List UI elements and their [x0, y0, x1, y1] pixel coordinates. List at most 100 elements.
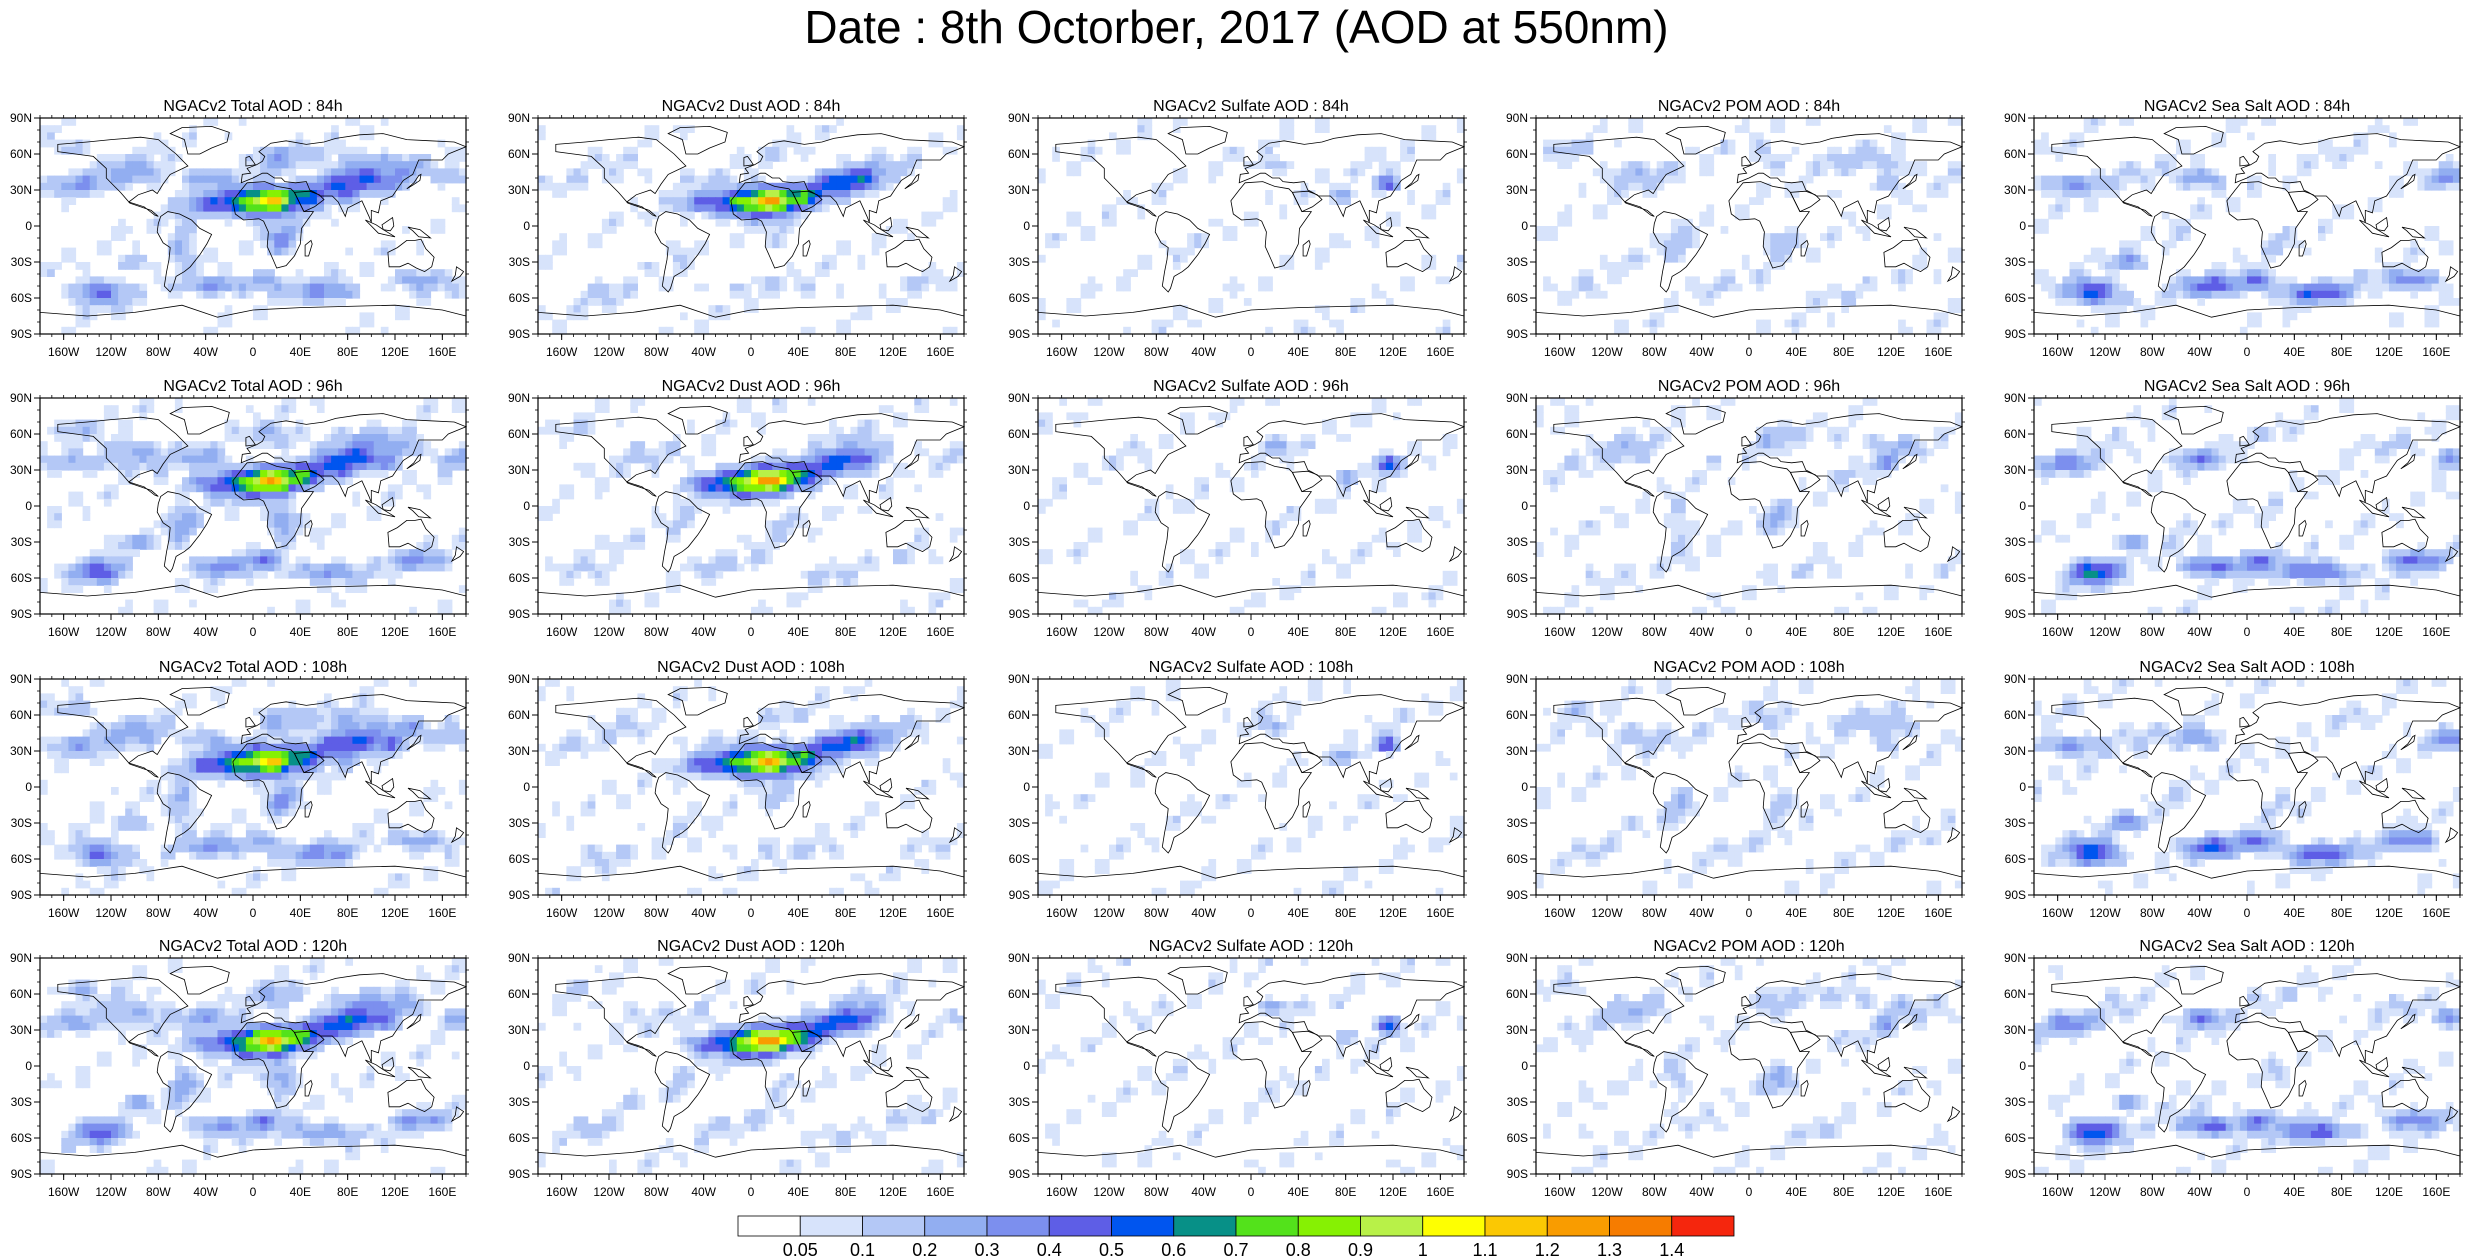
aod-cell: [245, 563, 254, 572]
aod-cell: [118, 276, 126, 285]
aod-cell: [772, 405, 780, 413]
aod-cell: [1393, 161, 1401, 169]
aod-cell: [878, 455, 887, 464]
aod-cell: [2154, 168, 2163, 177]
aod-cell: [132, 146, 140, 155]
aod-cell: [2410, 247, 2418, 256]
aod-field: [40, 118, 467, 335]
aod-cell: [2239, 254, 2248, 263]
aod-cell: [573, 419, 582, 428]
aod-cell: [1685, 226, 1693, 234]
aod-cell: [359, 578, 368, 586]
aod-cell: [672, 204, 681, 213]
aod-cell: [1841, 290, 1849, 299]
aod-cell: [772, 477, 780, 485]
coastline-nz: [450, 546, 465, 563]
aod-cell: [1891, 146, 1899, 155]
aod-cell: [1307, 326, 1316, 335]
aod-cell: [1364, 226, 1373, 234]
aod-cell: [871, 161, 880, 169]
aod-cell: [1898, 319, 1906, 328]
aod-cell: [822, 254, 830, 263]
aod-cell: [2318, 233, 2326, 241]
aod-cell: [871, 426, 880, 435]
aod-cell: [331, 556, 339, 565]
aod-cell: [380, 161, 389, 169]
aod-cell: [210, 290, 219, 299]
aod-cell: [1599, 125, 1608, 133]
aod-cell: [451, 276, 460, 285]
aod-cell: [1770, 247, 1778, 256]
aod-cell: [2232, 283, 2241, 292]
aod-cell: [573, 426, 582, 435]
aod-cell: [260, 549, 268, 557]
aod-cell: [1912, 125, 1920, 133]
aod-cell: [295, 290, 304, 299]
aod-cell: [217, 448, 226, 457]
aod-cell: [829, 190, 837, 198]
aod-cell: [2133, 240, 2142, 249]
aod-cell: [1607, 262, 1615, 270]
aod-cell: [40, 585, 48, 593]
aod-cell: [1763, 154, 1771, 162]
aod-cell: [309, 182, 318, 191]
aod-cell: [708, 441, 717, 449]
aod-cell: [196, 455, 204, 464]
aod-cell: [338, 470, 346, 478]
aod-cell: [260, 161, 268, 169]
aod-cell: [1834, 290, 1842, 299]
aod-cell: [836, 462, 844, 471]
aod-cell: [765, 542, 773, 550]
aod-cell: [267, 470, 275, 478]
aod-cell: [430, 168, 439, 177]
aod-cell: [2353, 276, 2362, 285]
aod-cell: [2204, 204, 2213, 213]
aod-cell: [2119, 168, 2127, 177]
aod-cell: [111, 441, 119, 449]
aod-cell: [779, 470, 788, 478]
aod-cell: [1649, 168, 1658, 177]
aod-cell: [708, 434, 717, 442]
aod-cell: [132, 534, 140, 543]
coastline-japan: [1902, 173, 1918, 190]
aod-cell: [103, 462, 112, 471]
aod-cell: [807, 527, 816, 536]
aod-cell: [2268, 161, 2276, 169]
aod-cell: [751, 491, 759, 500]
aod-cell: [722, 549, 731, 557]
aod-cell: [111, 578, 119, 586]
coastline-antarctica: [1037, 304, 1465, 318]
aod-cell: [1827, 319, 1835, 328]
aod-cell: [1749, 269, 1757, 277]
coastline-northAmerica: [57, 136, 189, 217]
aod-cell: [231, 182, 240, 191]
aod-cell: [103, 484, 112, 493]
aod-cell: [89, 290, 98, 299]
aod-cell: [1820, 154, 1828, 162]
aod-cell: [2197, 154, 2205, 162]
aod-cell: [380, 190, 389, 198]
aod-cell: [807, 182, 816, 191]
aod-cell: [2438, 168, 2447, 177]
aod-cell: [722, 556, 731, 565]
aod-cell: [1087, 283, 1096, 292]
aod-cell: [75, 276, 84, 285]
aod-cell: [75, 556, 84, 565]
aod-cell: [281, 290, 290, 299]
aod-cell: [2389, 276, 2397, 285]
aod-cell: [871, 168, 880, 177]
aod-cell: [609, 563, 617, 572]
aod-cell: [118, 556, 126, 565]
aod-cell: [580, 556, 589, 565]
aod-cell: [1805, 168, 1814, 177]
aod-cell: [338, 599, 346, 608]
aod-cell: [196, 477, 204, 485]
aod-cell: [1265, 154, 1273, 162]
aod-cell: [409, 290, 417, 299]
aod-cell: [217, 182, 226, 191]
aod-cell: [1151, 319, 1160, 328]
aod-cell: [680, 168, 688, 177]
aod-cell: [1557, 146, 1565, 155]
aod-cell: [2211, 168, 2220, 177]
aod-cell: [644, 125, 653, 133]
